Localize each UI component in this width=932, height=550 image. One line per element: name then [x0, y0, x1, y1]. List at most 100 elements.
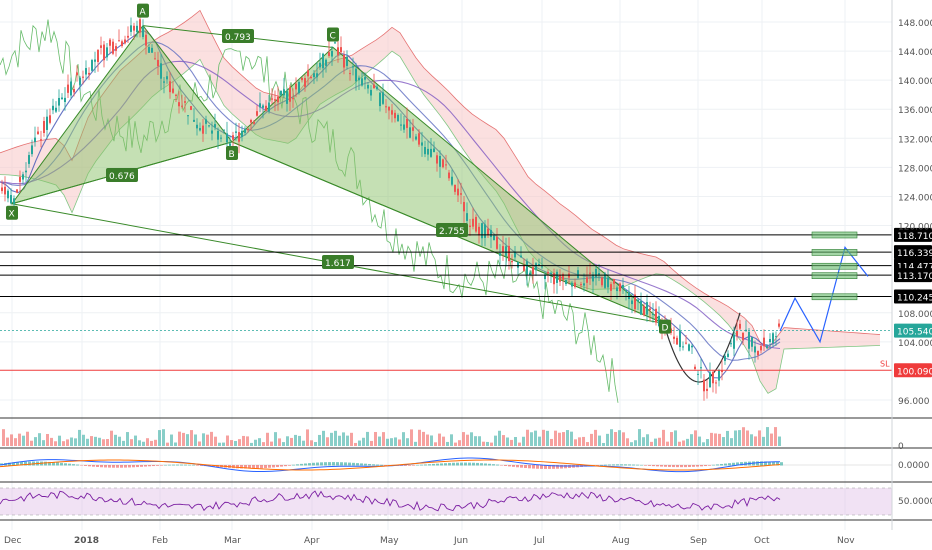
candle-body: [247, 129, 249, 131]
candle-body: [448, 172, 450, 179]
candle-body: [496, 236, 498, 249]
macd-histogram-bar: [736, 462, 739, 466]
candle-body: [460, 193, 462, 195]
candle-body: [118, 40, 120, 42]
level-tag-value: 110.245: [897, 293, 932, 303]
volume-bar: [658, 437, 661, 446]
macd-histogram-bar: [508, 465, 511, 467]
volume-bar: [38, 433, 41, 446]
volume-bar: [206, 434, 209, 446]
macd-histogram-bar: [8, 462, 11, 466]
candle-body: [622, 284, 624, 289]
candle-body: [109, 39, 111, 46]
point-label-c: C: [330, 31, 336, 41]
candle-body: [139, 19, 141, 33]
volume-bar: [582, 436, 585, 446]
volume-bar: [434, 442, 437, 446]
candle-body: [685, 342, 687, 344]
volume-tick-label: 0: [898, 442, 904, 452]
candle-body: [16, 189, 18, 193]
candle-body: [229, 143, 231, 146]
macd-histogram-bar: [424, 464, 427, 466]
macd-histogram-bar: [492, 464, 495, 466]
macd-histogram-bar: [648, 465, 651, 466]
candle-body: [346, 56, 348, 66]
volume-bar: [598, 435, 601, 446]
volume-bar: [510, 439, 513, 446]
macd-histogram-bar: [564, 465, 567, 469]
macd-histogram-bar: [384, 465, 387, 466]
macd-histogram-bar: [632, 464, 635, 466]
macd-histogram-bar: [524, 465, 527, 469]
candle-body: [76, 72, 78, 76]
volume-bar: [662, 429, 665, 446]
macd-histogram-bar: [156, 465, 159, 466]
price-tick-label: 144.000: [898, 48, 932, 58]
candle-body: [553, 273, 555, 285]
volume-bar: [382, 432, 385, 446]
volume-bar: [22, 435, 25, 446]
volume-bar: [446, 441, 449, 446]
volume-bar: [330, 432, 333, 446]
target-box: [811, 262, 858, 270]
candle-body: [277, 96, 279, 103]
volume-bar: [286, 436, 289, 446]
candle-body: [223, 129, 225, 131]
volume-bar: [646, 434, 649, 446]
level-tag-bg: [894, 245, 932, 260]
candle-body: [133, 25, 135, 31]
time-tick-label: 2018: [74, 536, 99, 546]
candle-body: [163, 81, 165, 83]
volume-bar: [326, 437, 329, 446]
volume-bar: [702, 442, 705, 446]
price-tick-label: 96.000: [898, 397, 930, 407]
volume-bar: [126, 432, 129, 446]
macd-histogram-bar: [308, 463, 311, 466]
macd-histogram-bar: [544, 465, 547, 469]
volume-bar: [714, 433, 717, 446]
candle-body: [778, 323, 780, 327]
volume-bar: [462, 432, 465, 446]
candle-body: [616, 287, 618, 292]
volume-bar: [106, 439, 109, 446]
volume-bar: [518, 442, 521, 446]
volume-bar: [226, 435, 229, 446]
macd-histogram-bar: [768, 461, 771, 466]
macd-histogram-bar: [472, 462, 475, 466]
macd-histogram-bar: [332, 462, 335, 466]
price-tick-label: 128.000: [898, 164, 932, 174]
candle-body: [700, 367, 702, 369]
candle-body: [445, 164, 447, 166]
rsi-band: [0, 488, 892, 515]
candle-body: [220, 137, 222, 139]
candle-body: [208, 125, 210, 127]
candle-body: [271, 98, 273, 100]
candle-body: [376, 86, 378, 90]
volume-bar: [738, 430, 741, 446]
point-label-bg: [327, 27, 339, 42]
volume-bar: [642, 437, 645, 446]
candle-body: [628, 292, 630, 300]
candle-body: [502, 246, 504, 253]
macd-histogram-bar: [548, 465, 551, 469]
macd-histogram-bar: [728, 463, 731, 466]
current-price-tag-bg: [894, 323, 932, 338]
candle-body: [397, 114, 399, 122]
macd-histogram-bar: [600, 464, 603, 466]
macd-histogram-bar: [112, 465, 115, 468]
macd-histogram-bar: [180, 464, 183, 466]
macd-histogram-bar: [368, 463, 371, 466]
volume-bar: [726, 430, 729, 446]
volume-bar: [318, 434, 321, 446]
macd-histogram-bar: [712, 464, 715, 466]
macd-histogram-bar: [692, 465, 695, 467]
macd-histogram-bar: [512, 465, 515, 467]
candle-body: [85, 68, 87, 75]
volume-bar: [670, 432, 673, 446]
volume-bar: [202, 433, 205, 446]
volume-bar: [334, 430, 337, 446]
macd-histogram-bar: [160, 465, 163, 466]
candle-body: [178, 102, 180, 107]
